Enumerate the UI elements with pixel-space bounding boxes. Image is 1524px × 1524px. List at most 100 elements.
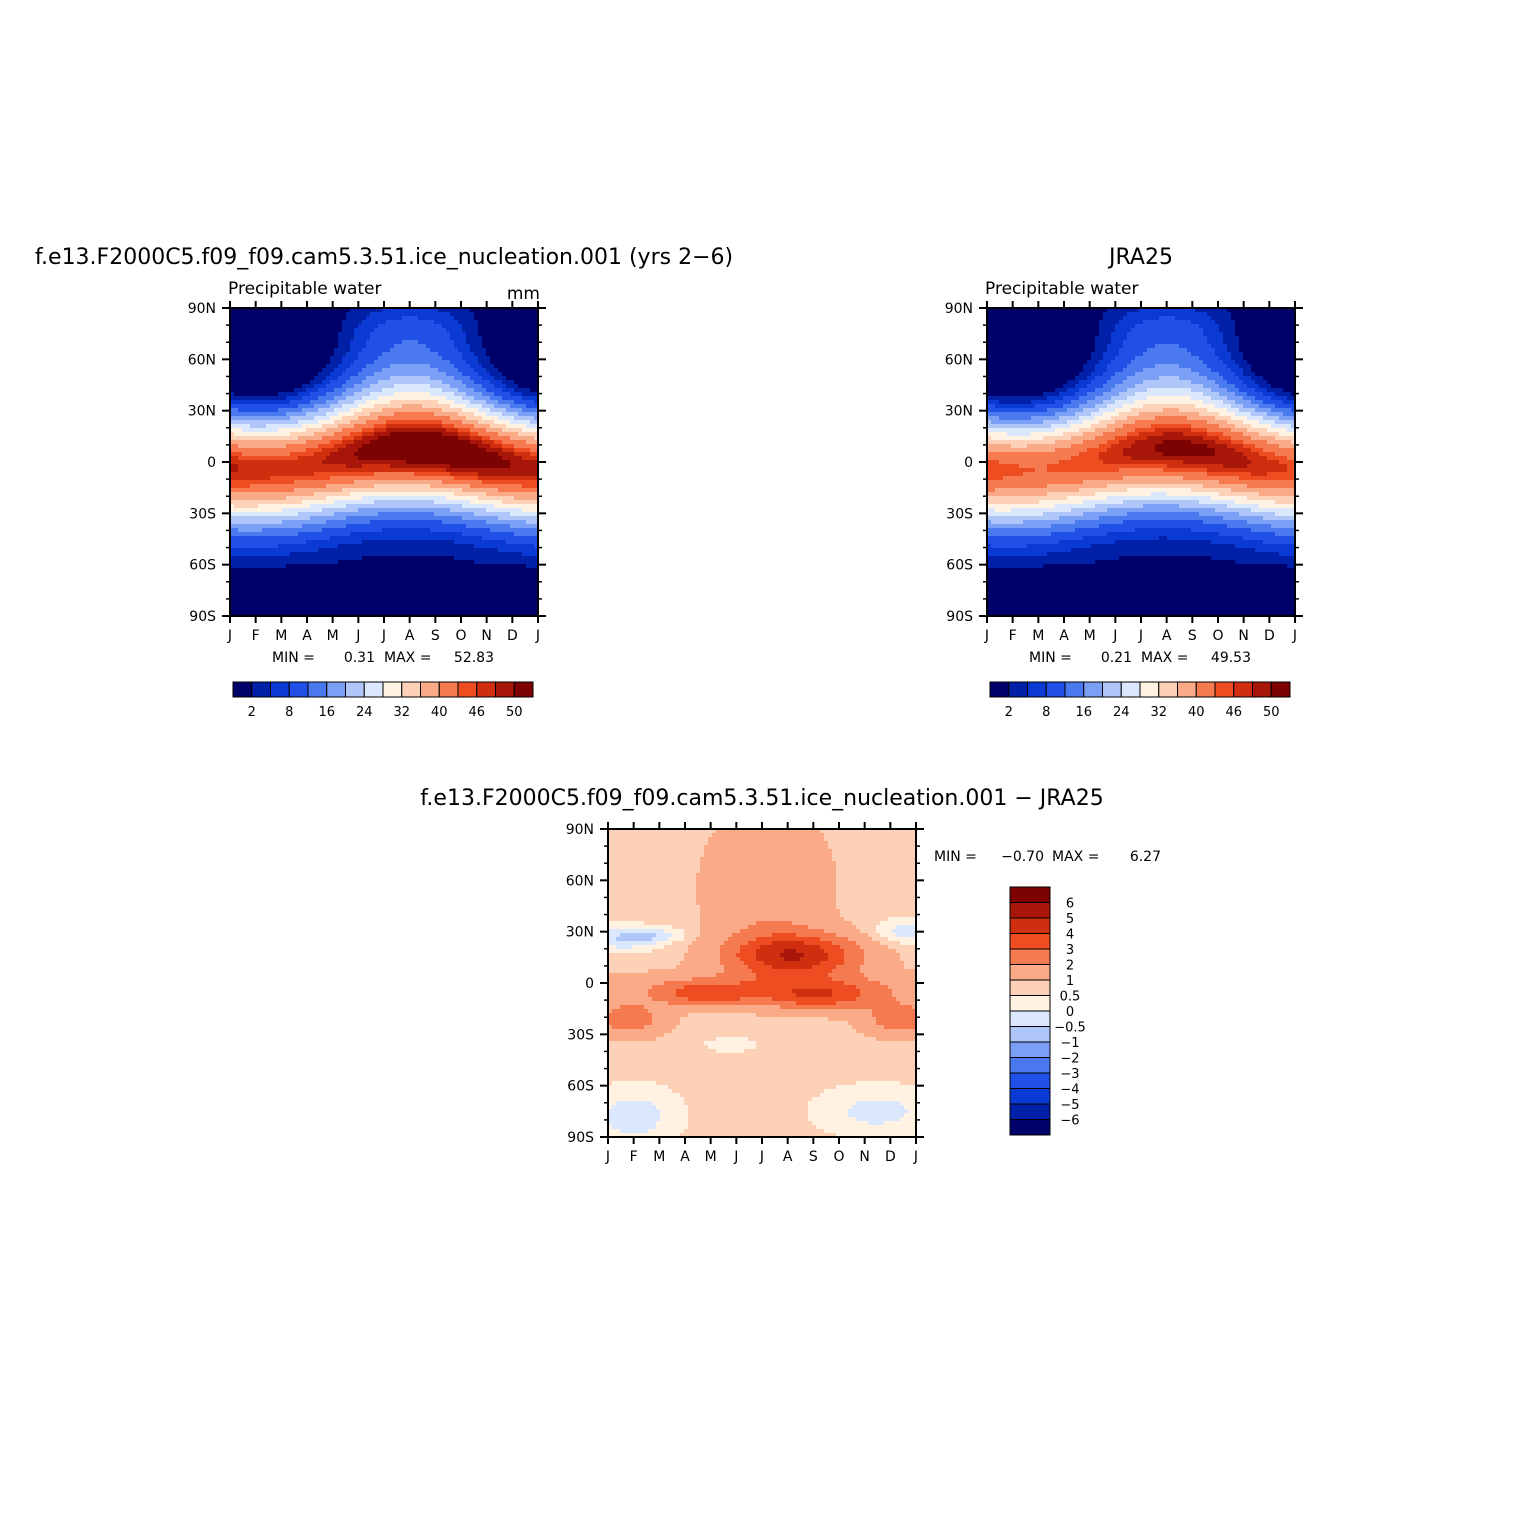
contour-cell xyxy=(1099,444,1112,449)
contour-cell xyxy=(354,436,363,441)
contour-cell xyxy=(1059,416,1080,421)
contour-cell xyxy=(230,452,243,457)
contour-cell xyxy=(522,428,538,433)
contour-cell xyxy=(286,396,303,401)
contour-cell xyxy=(844,917,889,922)
contour-cell xyxy=(1263,448,1295,453)
contour-cell xyxy=(534,544,538,549)
contour-cell xyxy=(1239,340,1295,345)
contour-cell xyxy=(760,945,821,950)
contour-cell xyxy=(608,1045,709,1050)
contour-cell xyxy=(1263,416,1280,421)
contour-cell xyxy=(494,376,507,381)
contour-cell xyxy=(518,384,538,389)
contour-cell xyxy=(987,368,1084,373)
contour-cell xyxy=(1191,352,1216,357)
contour-cell xyxy=(792,921,853,926)
contour-cell xyxy=(991,544,1028,549)
contour-cell xyxy=(704,1041,757,1046)
contour-cell xyxy=(338,412,355,417)
contour-cell xyxy=(230,324,343,329)
contour-cell xyxy=(454,424,475,429)
contour-cell xyxy=(872,937,889,942)
contour-cell xyxy=(238,456,299,461)
contour-cell xyxy=(498,452,515,457)
contour-cell xyxy=(1243,452,1260,457)
contour-cell xyxy=(446,372,463,377)
contour-cell xyxy=(1111,416,1128,421)
contour-cell xyxy=(1251,364,1295,369)
contour-cell xyxy=(230,388,295,393)
contour-cell xyxy=(1047,492,1096,497)
contour-cell xyxy=(322,460,407,465)
contour-cell xyxy=(832,993,861,998)
contour-cell xyxy=(338,332,355,337)
contour-cell xyxy=(756,949,785,954)
contour-cell xyxy=(991,520,1024,525)
contour-cell xyxy=(1139,308,1196,313)
contour-cell xyxy=(608,965,677,970)
contour-cell xyxy=(534,436,538,441)
contour-cell xyxy=(490,528,538,533)
contour-cell xyxy=(1219,324,1236,329)
contour-cell xyxy=(418,316,455,321)
contour-cell xyxy=(370,384,395,389)
contour-cell xyxy=(608,1105,613,1110)
contour-cell xyxy=(656,1081,857,1086)
contour-cell xyxy=(298,512,335,517)
contour-cell xyxy=(828,957,845,962)
contour-cell xyxy=(608,905,701,910)
contour-cell xyxy=(242,452,291,457)
contour-cell xyxy=(608,1129,621,1134)
contour-cell xyxy=(1087,400,1104,405)
contour-cell xyxy=(896,997,916,1002)
contour-cell xyxy=(482,336,538,341)
contour-cell xyxy=(696,901,837,906)
contour-cell xyxy=(326,400,339,405)
contour-cell xyxy=(330,416,343,421)
contour-cell xyxy=(230,528,239,533)
contour-cell xyxy=(1079,404,1096,409)
contour-cell xyxy=(1219,532,1276,537)
contour-cell xyxy=(1235,424,1252,429)
contour-cell xyxy=(482,404,495,409)
contour-cell xyxy=(608,1109,661,1114)
panel-title: JRA25 xyxy=(1107,245,1173,270)
contour-cell xyxy=(326,484,375,489)
contour-cell xyxy=(1243,372,1256,377)
contour-cell xyxy=(728,937,757,942)
contour-cell xyxy=(608,989,649,994)
contour-cell xyxy=(1143,404,1196,409)
colorbar-box xyxy=(1009,902,1051,919)
contour-cell xyxy=(374,424,387,429)
contour-cell xyxy=(1043,392,1060,397)
contour-cell xyxy=(470,432,479,437)
contour-cell xyxy=(1203,392,1220,397)
colorbar-label: 5 xyxy=(1066,912,1074,927)
contour-cell xyxy=(987,344,1096,349)
contour-cell xyxy=(322,380,331,385)
x-tick-label: N xyxy=(1238,628,1248,644)
contour-cell xyxy=(1207,376,1224,381)
y-tick-label: 0 xyxy=(964,455,973,471)
contour-cell xyxy=(230,476,271,481)
x-tick-label: A xyxy=(1162,628,1172,644)
contour-cell xyxy=(1247,384,1260,389)
contour-cell xyxy=(688,1013,757,1018)
max-value: 6.27 xyxy=(1130,849,1161,865)
contour-cell xyxy=(230,340,339,345)
contour-cell xyxy=(880,933,897,938)
x-tick-label: J xyxy=(984,628,989,644)
colorbar-label: −4 xyxy=(1060,1083,1079,1098)
contour-cell xyxy=(987,548,1072,553)
colorbar-box xyxy=(457,681,478,698)
contour-cell xyxy=(414,472,451,477)
contour-cell xyxy=(1223,464,1248,469)
contour-cell xyxy=(1047,464,1168,469)
contour-cell xyxy=(354,328,375,333)
contour-cell xyxy=(514,448,531,453)
colorbar-label: 1 xyxy=(1066,974,1074,989)
contour-cell xyxy=(510,392,523,397)
contour-cell xyxy=(458,320,479,325)
contour-cell xyxy=(1091,352,1104,357)
